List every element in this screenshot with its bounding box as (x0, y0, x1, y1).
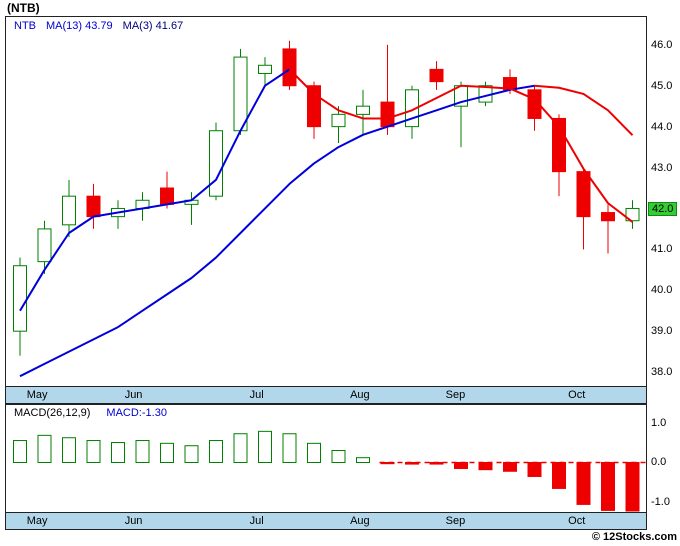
macd-tick: -1.0 (651, 496, 670, 509)
legend-ma13: MA(13) 43.79 (46, 20, 113, 32)
candle-up (331, 113, 346, 128)
price-tick: 40.0 (651, 284, 673, 297)
price-legend: NTB MA(13) 43.79 MA(3) 41.67 (14, 20, 183, 32)
price-tick: 41.0 (651, 243, 673, 256)
macd-bar-positive (184, 445, 199, 463)
candle-down (429, 68, 444, 83)
page-title: (NTB) (7, 1, 40, 15)
candle-down (576, 171, 591, 218)
month-label: Aug (350, 515, 370, 527)
legend-ma3: MA(3) 41.67 (122, 20, 184, 32)
macd-value-label: MACD:-1.30 (106, 407, 167, 419)
ma13-line-rising (19, 84, 535, 378)
macd-tick: 0.0 (651, 456, 667, 469)
month-label: Sep (445, 389, 466, 401)
candle-down (601, 212, 615, 222)
candle-down (282, 48, 297, 87)
ma3-line-falling (288, 68, 634, 223)
candle-up (13, 265, 27, 332)
macd-bar-positive (331, 450, 346, 463)
candle-down (160, 187, 174, 205)
macd-histogram (13, 430, 646, 512)
candlestick-chart (13, 40, 640, 378)
month-label: Sep (445, 515, 466, 527)
macd-bar-positive (258, 430, 272, 463)
macd-bar-negative (576, 461, 591, 505)
macd-bar-negative (625, 461, 640, 512)
candle-up (209, 130, 223, 197)
macd-bar-negative (503, 461, 517, 472)
macd-legend: MACD(26,12,9) MACD:-1.30 (14, 407, 167, 419)
ma13-line-falling (534, 84, 634, 136)
macd-bar-positive (160, 442, 174, 463)
candle-up (233, 56, 248, 132)
macd-bar-negative (478, 461, 493, 471)
macd-bar-positive (37, 434, 52, 463)
macd-bar-positive (356, 457, 370, 463)
last-price-badge: 42.0 (648, 202, 678, 217)
macd-bar-positive (307, 442, 321, 463)
price-tick: 45.0 (651, 79, 673, 92)
candle-up (356, 105, 370, 115)
macd-bar-positive (233, 433, 248, 463)
price-tick: 44.0 (651, 120, 673, 133)
candle-up (37, 228, 52, 263)
macd-bar-negative (601, 461, 615, 511)
month-label: Jun (124, 515, 143, 527)
macd-bar-negative (405, 461, 419, 465)
month-label: May (26, 515, 48, 527)
candle-up (258, 64, 272, 74)
macd-month-axis: May Jun Jul Aug Sep Oct (6, 512, 646, 529)
macd-params-label: MACD(26,12,9) (14, 407, 91, 419)
candle-down (380, 101, 395, 128)
price-tick: 39.0 (651, 325, 673, 338)
price-tick: 38.0 (651, 366, 673, 379)
candle-up (62, 195, 76, 226)
price-axis: 46.0 45.0 44.0 43.0 42.0 41.0 40.0 39.0 38.0 1.0 0… (648, 0, 680, 546)
macd-bar-positive (13, 440, 27, 463)
macd-bar-negative (552, 461, 566, 489)
macd-bar-positive (282, 433, 297, 463)
macd-panel: MACD(26,12,9) MACD:-1.30 May Jun Jul Aug Sep… (5, 404, 647, 530)
copyright: © 12Stocks.com (591, 531, 677, 543)
candle-down (86, 195, 101, 218)
macd-bar-negative (454, 461, 468, 469)
candle-down (307, 85, 321, 128)
price-tick: 43.0 (651, 161, 673, 174)
month-label: Oct (568, 515, 586, 527)
macd-bar-positive (62, 437, 76, 463)
macd-bar-positive (86, 440, 101, 463)
month-label: Aug (350, 389, 370, 401)
month-label: Jul (249, 389, 264, 401)
macd-tick: 1.0 (651, 416, 667, 429)
macd-bar-positive (111, 442, 125, 463)
price-panel: NTB MA(13) 43.79 MA(3) 41.67 May Jun Jul Au… (5, 16, 647, 404)
macd-bar-negative (527, 461, 542, 477)
ma3-line-rising (19, 68, 291, 312)
month-label: Jul (249, 515, 264, 527)
macd-bar-positive (209, 440, 223, 463)
month-label: Oct (568, 389, 586, 401)
month-label: Jun (124, 389, 143, 401)
price-month-axis: May Jun Jul Aug Sep Oct (6, 386, 646, 403)
macd-bar-positive (135, 440, 150, 463)
price-tick: 46.0 (651, 38, 673, 51)
month-label: May (26, 389, 48, 401)
legend-symbol: NTB (14, 20, 36, 32)
